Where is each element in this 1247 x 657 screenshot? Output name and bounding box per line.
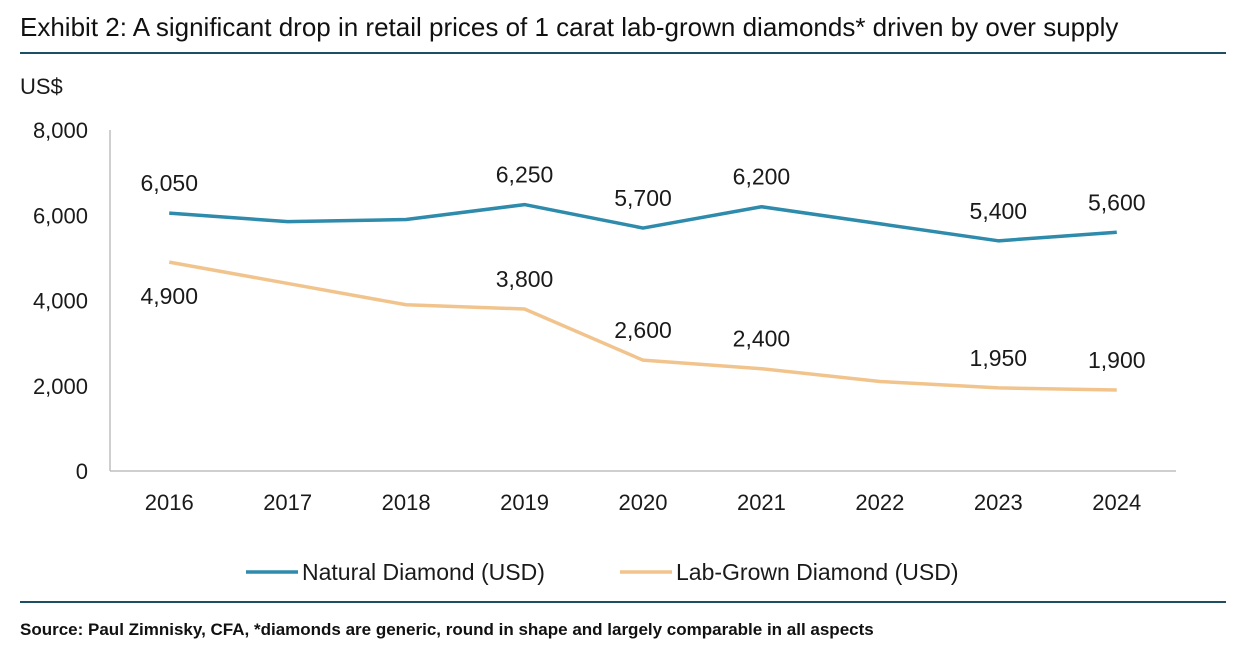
legend-label: Natural Diamond (USD)	[302, 559, 545, 585]
series-lines	[168, 202, 1117, 392]
x-tick-label: 2023	[974, 490, 1023, 515]
data-label: 6,050	[140, 170, 198, 196]
y-tick-label: 4,000	[33, 289, 88, 314]
y-tick-label: 0	[76, 459, 88, 484]
x-tick-label: 2019	[500, 490, 549, 515]
data-label: 5,600	[1088, 189, 1146, 215]
x-tick-label: 2017	[263, 490, 312, 515]
x-tick-label: 2022	[855, 490, 904, 515]
x-tick-label: 2021	[737, 490, 786, 515]
data-label: 2,400	[733, 326, 791, 352]
x-tick-label: 2024	[1092, 490, 1141, 515]
data-label: 1,900	[1088, 347, 1146, 373]
x-tick-label: 2016	[145, 490, 194, 515]
y-axis-label: US$	[20, 74, 63, 99]
data-label: 4,900	[140, 283, 198, 309]
chart-title: Exhibit 2: A significant drop in retail …	[20, 12, 1119, 42]
source-note: Source: Paul Zimnisky, CFA, *diamonds ar…	[20, 620, 874, 639]
series-line-0	[169, 202, 1117, 243]
top-rule	[20, 52, 1226, 54]
x-tick-label: 2018	[382, 490, 431, 515]
x-tick-labels: 2016 2017 2018 2019 2020 2021 2022 2023 2024	[145, 490, 1142, 515]
bottom-rule	[20, 601, 1226, 603]
y-tick-label: 2,000	[33, 374, 88, 399]
data-label: 3,800	[496, 266, 554, 292]
x-tick-label: 2020	[619, 490, 668, 515]
data-label: 2,600	[614, 317, 672, 343]
data-label: 5,700	[614, 185, 672, 211]
data-label: 6,250	[496, 162, 554, 188]
y-tick-label: 8,000	[33, 118, 88, 143]
legend: Natural Diamond (USD) Lab-Grown Diamond (…	[246, 559, 958, 585]
data-label: 1,950	[970, 345, 1028, 371]
data-label: 6,200	[733, 164, 791, 190]
data-labels: 6,050 6,250 5,700 6,200 5,400 5,600 4,900 3,800…	[140, 162, 1145, 373]
data-label: 5,400	[970, 198, 1028, 224]
y-tick-labels: 0 2,000 4,000 6,000 8,000	[33, 118, 88, 484]
series-line-1	[168, 260, 1117, 392]
y-tick-label: 6,000	[33, 203, 88, 228]
axes	[109, 130, 1176, 472]
legend-label: Lab-Grown Diamond (USD)	[676, 559, 958, 585]
